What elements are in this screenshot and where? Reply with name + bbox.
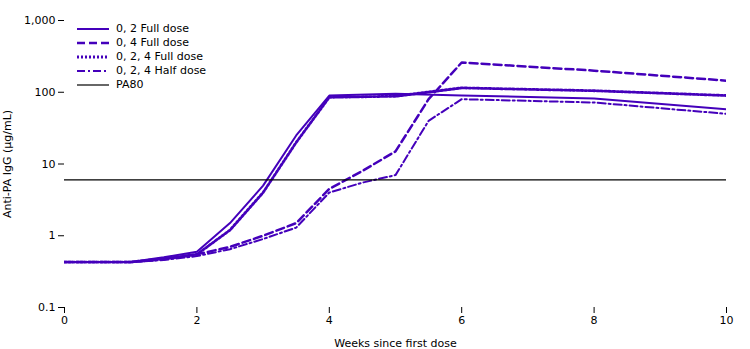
svg-text:10: 10: [42, 158, 56, 171]
svg-text:8: 8: [591, 314, 598, 327]
svg-text:Weeks since first dose: Weeks since first dose: [334, 337, 457, 349]
html-text:0, 4 Full dose: 0, 4 Full dose: [116, 36, 189, 49]
html-text:0, 2 Full dose: 0, 2 Full dose: [116, 22, 189, 35]
svg-text:0: 0: [61, 314, 68, 327]
svg-text:Anti-PA IgG (μg/mL): Anti-PA IgG (μg/mL): [1, 110, 14, 218]
html-text:0, 2, 4 Half dose: 0, 2, 4 Half dose: [116, 64, 207, 77]
svg-text:1,000: 1,000: [24, 14, 56, 27]
html-text:0, 2, 4 Full dose: 0, 2, 4 Full dose: [116, 50, 203, 63]
svg-text:2: 2: [193, 314, 200, 327]
svg-text:4: 4: [326, 314, 333, 327]
svg-text:0.1: 0.1: [38, 301, 56, 314]
svg-text:6: 6: [458, 314, 465, 327]
svg-text:10: 10: [720, 314, 734, 327]
html-text:PA80: PA80: [116, 78, 144, 91]
svg-text:100: 100: [35, 86, 56, 99]
svg-text:1: 1: [49, 229, 56, 242]
